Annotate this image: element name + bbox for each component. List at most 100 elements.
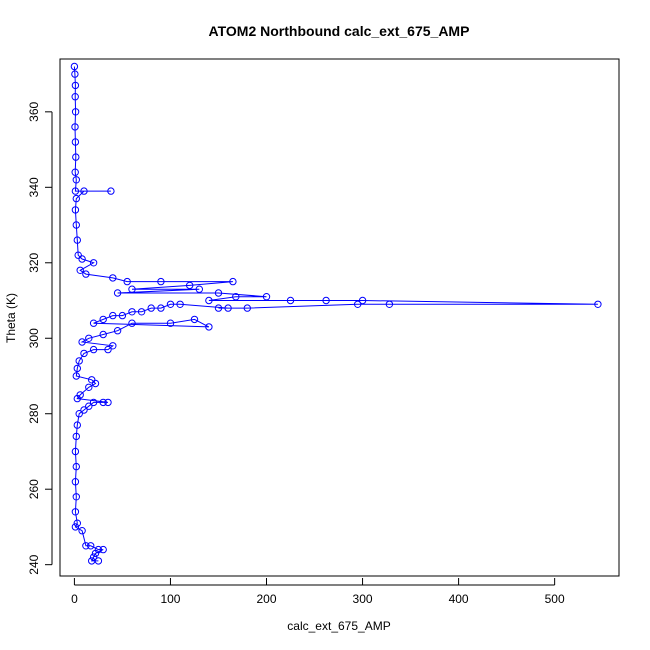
x-tick-label: 400 [449, 592, 469, 606]
data-point [72, 372, 81, 380]
data-point [190, 315, 199, 324]
y-tick-label: 300 [27, 328, 41, 348]
data-point [80, 349, 88, 358]
data-point [128, 285, 136, 293]
data-point [72, 153, 80, 161]
data-point [99, 545, 107, 554]
data-point [80, 406, 88, 414]
data-point [99, 315, 107, 324]
data-point [229, 277, 237, 286]
data-point [73, 421, 82, 429]
data-point [214, 304, 223, 312]
data-point [89, 398, 98, 407]
data-point [286, 296, 295, 305]
chart-title: ATOM2 Northbound calc_ext_675_AMP [209, 23, 470, 39]
data-point [176, 300, 184, 308]
data-point [262, 293, 271, 301]
y-axis-label: Theta (K) [4, 293, 18, 343]
data-point [232, 293, 240, 301]
data-point [71, 93, 79, 101]
plot-frame [59, 58, 620, 577]
data-point [147, 304, 155, 312]
data-point [186, 281, 194, 290]
data-point [594, 300, 602, 308]
y-tick-label: 240 [27, 554, 41, 574]
data-point [82, 270, 90, 278]
y-tick-label: 280 [27, 403, 41, 423]
data-point [99, 398, 107, 407]
y-tick-label: 340 [27, 177, 41, 197]
data-point [78, 338, 86, 346]
data-point [72, 462, 81, 471]
data-point [137, 308, 146, 316]
data-point [224, 304, 232, 312]
data-point [75, 410, 83, 418]
data-point [85, 402, 93, 410]
data-point [74, 251, 82, 259]
data-point [71, 447, 80, 456]
data-point [88, 376, 96, 384]
data-point [89, 553, 98, 561]
data-point [89, 259, 98, 267]
data-point [157, 277, 165, 286]
data-point [78, 255, 86, 263]
data-point [71, 508, 80, 516]
y-tick-label: 360 [27, 102, 41, 122]
data-point [104, 345, 112, 354]
data-point [385, 300, 394, 308]
data-point [109, 274, 117, 282]
data-point [72, 221, 81, 229]
data-point [71, 81, 80, 90]
data-point [195, 285, 204, 293]
data-point [109, 342, 117, 350]
y-tick-label: 320 [27, 252, 41, 272]
x-tick-label: 200 [256, 592, 276, 606]
data-point [123, 277, 131, 286]
data-point [91, 549, 100, 558]
data-point [71, 123, 79, 131]
data-point [72, 493, 81, 501]
data-point [75, 357, 83, 365]
data-point [157, 304, 165, 312]
data-point [70, 62, 79, 71]
data-point [73, 519, 82, 527]
data-point [72, 194, 81, 203]
data-point [73, 364, 82, 373]
data-point [89, 345, 98, 354]
data-point [76, 266, 84, 274]
data-point [78, 527, 86, 535]
x-tick-label: 500 [545, 592, 565, 606]
data-point [71, 187, 80, 195]
x-tick-label: 300 [353, 592, 373, 606]
data-point [91, 379, 100, 388]
data-point [214, 289, 223, 297]
data-point [72, 432, 81, 441]
data-point [85, 383, 93, 391]
data-point [82, 542, 90, 550]
data-point [94, 557, 103, 565]
data-point [71, 108, 80, 116]
data-point [322, 296, 330, 305]
y-tick-label: 260 [27, 479, 41, 499]
x-axis-label: calc_ext_675_AMP [287, 619, 390, 633]
data-point [72, 176, 81, 184]
data-point [243, 304, 252, 312]
data-point [71, 206, 80, 214]
y-axis: 240 260 280 300 320 340 360 [27, 102, 53, 575]
data-point [354, 300, 362, 308]
data-point [71, 523, 80, 531]
data-point [128, 308, 136, 316]
data-point [358, 296, 367, 305]
data-point [118, 311, 127, 320]
data-point [89, 319, 98, 327]
data-point [87, 542, 95, 550]
data-point [166, 319, 175, 327]
data-point [80, 187, 88, 195]
series-line [73, 66, 598, 562]
data-point [205, 296, 213, 305]
data-point [128, 319, 136, 327]
data-point [205, 323, 213, 331]
data-series [70, 62, 602, 565]
